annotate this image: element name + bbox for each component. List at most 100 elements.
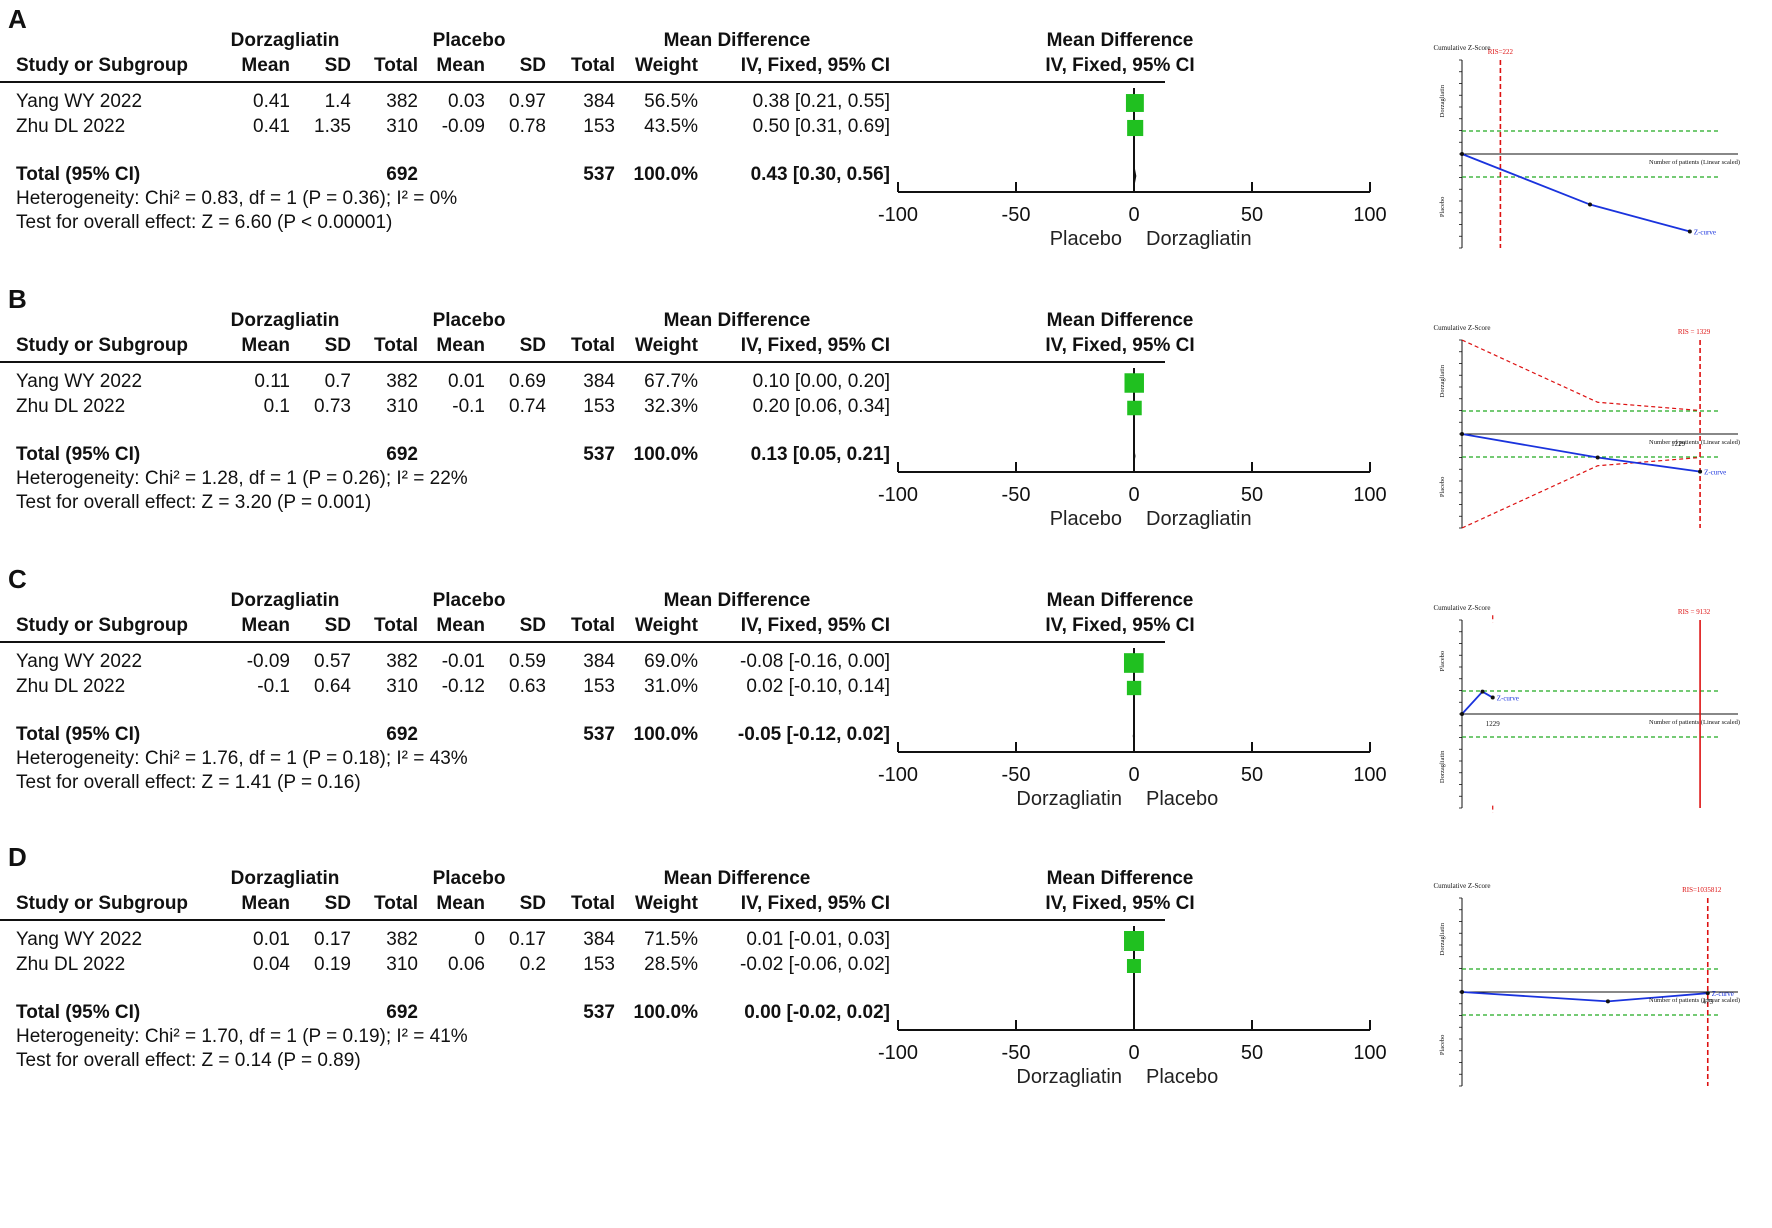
placebo-total: 384 [583, 651, 615, 672]
forest-panel-b: B Dorzagliatin Placebo Mean Difference Mean … [0, 284, 1772, 588]
tsa-z-point [1490, 695, 1495, 700]
study-ci: 0.01 [-0.01, 0.03] [746, 929, 890, 950]
tsa-z-point [1605, 999, 1610, 1004]
total-header-1: Total [374, 615, 418, 636]
ci-header: IV, Fixed, 95% CI [740, 615, 890, 636]
placebo-sd: 0.63 [509, 676, 546, 697]
header-rule [0, 361, 1165, 363]
forest-panel-d: D Dorzagliatin Placebo Mean Difference Mean … [0, 842, 1772, 1146]
study-estimate-square [1123, 653, 1144, 673]
tsa-favours-upper: Placebo [1439, 651, 1446, 672]
total-label: Total (95% CI) [16, 724, 141, 745]
tsa-n-label: 1229 [1671, 440, 1686, 448]
placebo-sd: 0.2 [519, 954, 546, 975]
tsa-z-curve [1461, 690, 1494, 715]
study-weight: 28.5% [644, 954, 698, 975]
total-header-2: Total [571, 893, 615, 914]
placebo-sd: 0.97 [509, 91, 546, 112]
sd-header-1: SD [324, 615, 351, 636]
sd-header-1: SD [324, 335, 351, 356]
placebo-total: 153 [583, 954, 615, 975]
forest-panel-c: C Dorzagliatin Placebo Mean Difference Mean … [0, 564, 1772, 868]
study-ci: 0.20 [0.06, 0.34] [752, 396, 890, 417]
study-header: Study or Subgroup [16, 335, 189, 356]
placebo-mean: -0.01 [441, 651, 485, 672]
dorzagliatin-total: 310 [386, 954, 418, 975]
tsa-x-label: Number of patients (Linear scaled) [1649, 719, 1740, 726]
study-ci: -0.08 [-0.16, 0.00] [740, 651, 890, 672]
placebo-sd: 0.69 [509, 371, 546, 392]
tsa-ris-label: RIS = 1329 [1678, 328, 1711, 336]
study-estimate-square [1124, 930, 1145, 952]
total-dorzagliatin-n: 692 [386, 1002, 418, 1023]
dorzagliatin-sd: 0.19 [314, 954, 351, 975]
panel-label: C [8, 564, 27, 594]
study-name: Yang WY 2022 [16, 651, 143, 672]
x-tick-label: 100 [1353, 484, 1386, 506]
total-label: Total (95% CI) [16, 444, 141, 465]
tsa-z-point [1460, 712, 1464, 716]
placebo-sd: 0.59 [509, 651, 546, 672]
md-plot-header: Mean Difference [1046, 868, 1194, 889]
study-name: Yang WY 2022 [16, 929, 143, 950]
x-tick-label: 50 [1241, 764, 1263, 786]
weight-header: Weight [635, 615, 698, 636]
pooled-estimate-diamond [1132, 729, 1136, 743]
x-tick-label: -50 [1002, 764, 1031, 786]
header-rule [0, 919, 1165, 921]
total-weight: 100.0% [633, 724, 698, 745]
sd-header-1: SD [324, 55, 351, 76]
study-weight: 56.5% [644, 91, 698, 112]
md-plot-header: Mean Difference [1046, 310, 1194, 331]
study-ci: 0.10 [0.00, 0.20] [752, 371, 890, 392]
header-rule [0, 641, 1165, 643]
tsa-z-point [1705, 991, 1710, 996]
tsa-z-curve-label: Z-curve [1704, 469, 1726, 477]
total-dorzagliatin-n: 692 [386, 164, 418, 185]
placebo-sd: 0.74 [509, 396, 546, 417]
tsa-plot: RIS = 1329 Z-curve Cumulative Z-Score Numbe… [1434, 324, 1740, 529]
study-weight: 32.3% [644, 396, 698, 417]
total-weight: 100.0% [633, 164, 698, 185]
mean-header-2: Mean [436, 55, 485, 76]
total-dorzagliatin-n: 692 [386, 724, 418, 745]
tsa-favours-lower: Dorzagliatin [1439, 750, 1446, 783]
study-header: Study or Subgroup [16, 893, 189, 914]
x-tick-label: 0 [1128, 484, 1139, 506]
x-tick-label: 50 [1241, 484, 1263, 506]
tsa-y-label: Cumulative Z-Score [1434, 324, 1491, 332]
total-dorzagliatin-n: 692 [386, 444, 418, 465]
tsa-alpha-boundary [1461, 456, 1701, 529]
total-label: Total (95% CI) [16, 1002, 141, 1023]
tsa-n-label: 475 [1703, 998, 1714, 1006]
mean-header-1: Mean [241, 615, 290, 636]
tsa-plot: RIS = 9132 Z-curve Cumulative Z-Score Numbe… [1434, 604, 1740, 813]
panel-label: D [8, 842, 27, 872]
favours-left-label: Dorzagliatin [1016, 1066, 1122, 1088]
dorzagliatin-total: 310 [386, 676, 418, 697]
group1-header: Dorzagliatin [230, 590, 340, 611]
tsa-favours-upper: Dorzagliatin [1439, 84, 1446, 117]
mean-header-1: Mean [241, 335, 290, 356]
study-ci: -0.02 [-0.06, 0.02] [740, 954, 890, 975]
overall-effect-text: Test for overall effect: Z = 6.60 (P < 0… [16, 212, 393, 233]
tsa-z-point [1595, 455, 1600, 460]
tsa-favours-upper: Dorzagliatin [1439, 922, 1446, 955]
study-name: Yang WY 2022 [16, 371, 143, 392]
tsa-z-point [1460, 152, 1464, 156]
tsa-favours-upper: Dorzagliatin [1439, 364, 1446, 397]
x-tick-label: 100 [1353, 1042, 1386, 1064]
study-estimate-square [1127, 119, 1144, 137]
study-weight: 43.5% [644, 116, 698, 137]
x-tick-label: 50 [1241, 1042, 1263, 1064]
forest-plot: -100 -50 0 50 100 Placebo Dorzagliatin RIS=222 Z… [878, 44, 1740, 250]
study-estimate-square [1126, 959, 1141, 973]
group1-header: Dorzagliatin [230, 868, 340, 889]
tsa-ris-label: RIS=222 [1488, 48, 1514, 56]
dorzagliatin-total: 382 [386, 651, 418, 672]
ci-plot-header: IV, Fixed, 95% CI [1045, 615, 1195, 636]
tsa-x-label: Number of patients (Linear scaled) [1649, 439, 1740, 446]
favours-left-label: Dorzagliatin [1016, 788, 1122, 810]
study-weight: 31.0% [644, 676, 698, 697]
placebo-sd: 0.78 [509, 116, 546, 137]
